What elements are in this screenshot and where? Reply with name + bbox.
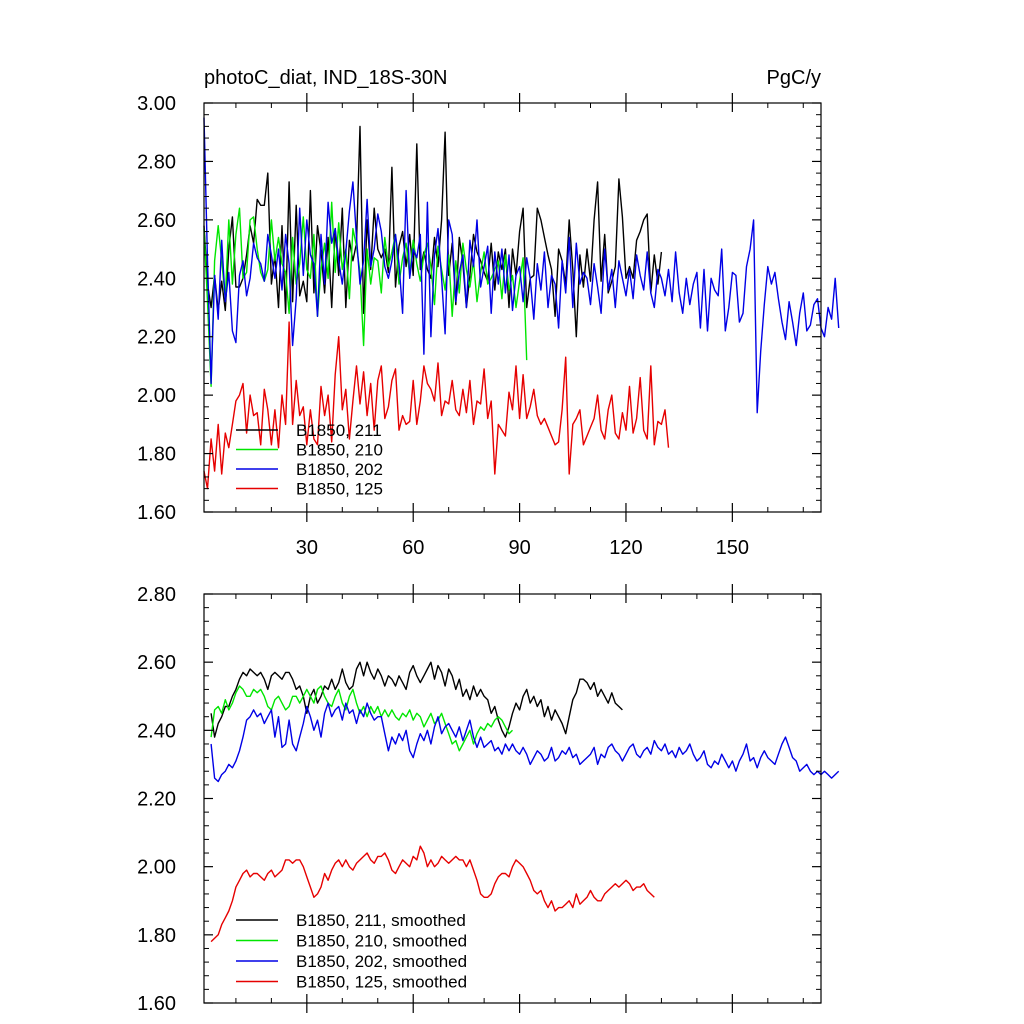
legend-label: B1850, 211, smoothed [296,911,466,930]
top-panel: 1.60 1.80 2.00 2.20 2.40 2.60 2.80 3.00 30 60 90 12… [137,93,840,559]
y-tick-label: 2.20 [137,327,176,349]
y-tick-label: 1.80 [137,444,176,466]
legend-label: B1850, 210 [296,441,383,460]
chart-title: photoC_diat, IND_18S-30N [204,67,447,89]
legend-label: B1850, 125, smoothed [296,973,467,992]
y-tick-label: 2.40 [137,268,176,290]
x-tick-label: 60 [402,537,424,559]
bottom-panel: 1.60 1.80 2.00 2.20 2.40 2.60 2.80 B1850, 211, … [137,584,840,1015]
legend-label: B1850, 211 [296,421,382,440]
y-tick-label: 1.60 [137,993,176,1015]
y-tick-label: 2.60 [137,210,176,232]
series-line-0-3 [203,321,670,490]
series-line-1-1 [210,685,513,752]
x-tick-label: 120 [609,537,642,559]
y-tick-label: 1.60 [137,502,176,524]
y-tick-label: 2.40 [137,720,176,742]
legend-label: B1850, 202 [296,460,383,479]
x-tick-label: 30 [296,537,318,559]
y-tick-label: 1.80 [137,925,176,947]
y-tick-label: 2.80 [137,151,176,173]
y-tick-label: 2.80 [137,584,176,606]
series-line-1-2 [210,702,840,783]
series-line-1-0 [210,661,623,738]
y-tick-label: 2.00 [137,385,176,407]
x-tick-label: 90 [508,537,530,559]
legend-label: B1850, 210, smoothed [296,932,467,951]
series-line-1-3 [210,845,655,943]
y-tick-label: 2.20 [137,789,176,811]
chart-units: PgC/y [767,67,821,89]
legend-label: B1850, 202, smoothed [296,952,467,971]
y-tick-label: 2.60 [137,652,176,674]
y-tick-label: 3.00 [137,93,176,115]
legend-label: B1850, 125 [296,480,383,499]
x-tick-label: 150 [716,537,749,559]
y-tick-label: 2.00 [137,857,176,879]
series-line-0-2 [203,117,840,414]
plot-frame [203,102,822,513]
